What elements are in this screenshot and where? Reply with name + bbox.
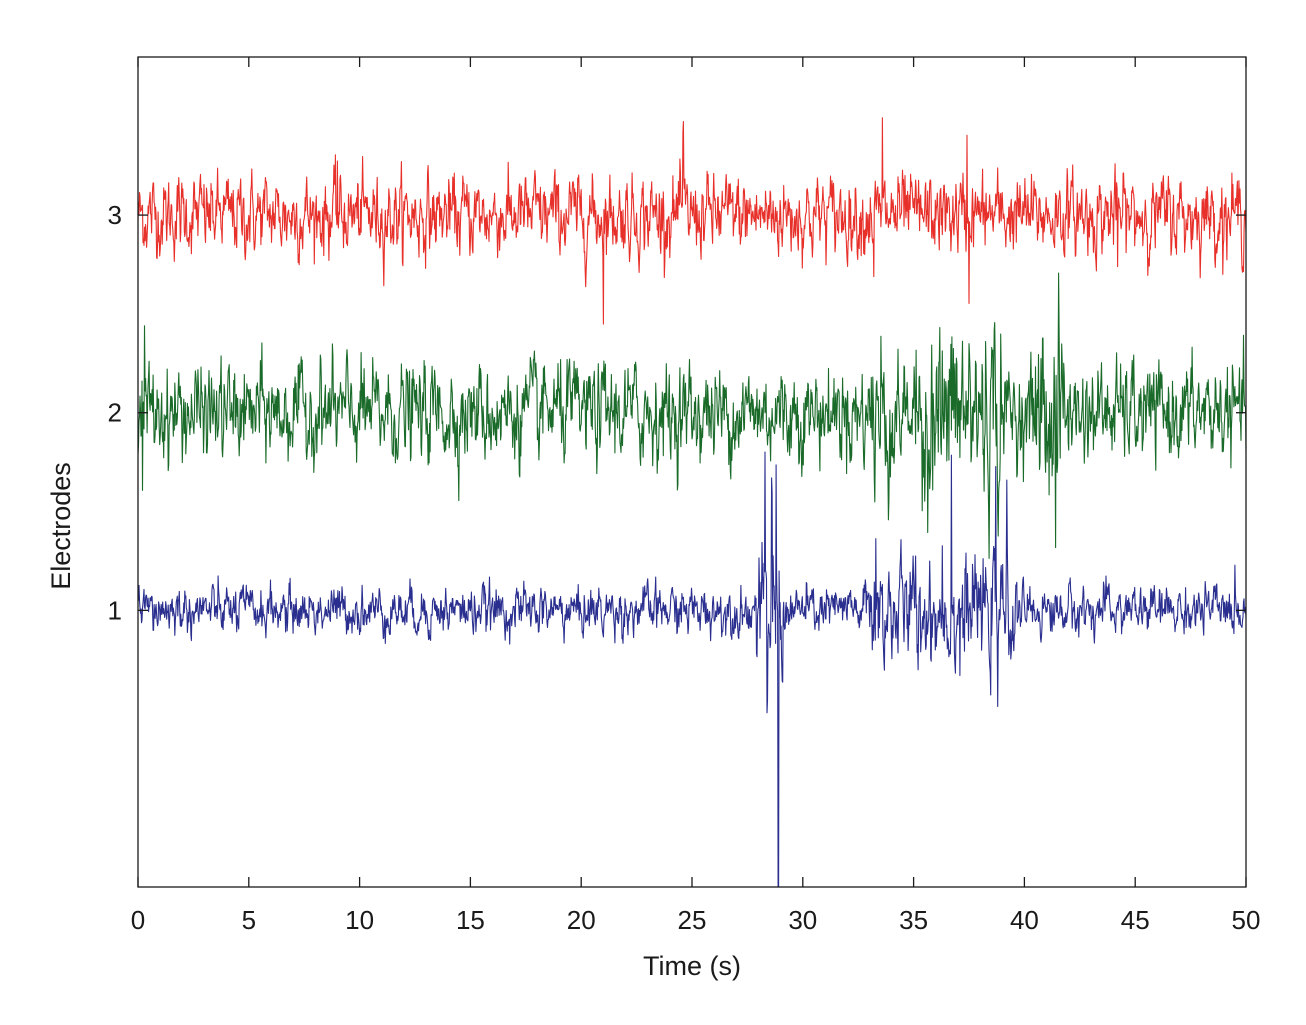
x-tick-label: 0 (131, 905, 145, 935)
x-tick-label: 20 (567, 905, 596, 935)
x-axis-ticks: 0 5 10 15 20 25 30 35 40 45 50 (131, 57, 1261, 935)
y-tick-label: 1 (108, 595, 122, 625)
signal-traces (138, 117, 1246, 887)
x-tick-label: 5 (242, 905, 256, 935)
x-tick-label: 30 (788, 905, 817, 935)
electrode-3-trace (138, 117, 1246, 325)
electrode-1-trace (138, 451, 1246, 887)
electrode-2-trace (138, 272, 1246, 559)
y-axis-title: Electrodes (46, 462, 76, 590)
x-axis-title: Time (s) (643, 951, 741, 981)
x-tick-label: 10 (345, 905, 374, 935)
plot-area: 0 5 10 15 20 25 30 35 40 45 50 1 2 3 (108, 56, 1261, 935)
x-tick-label: 50 (1232, 905, 1261, 935)
x-tick-label: 25 (678, 905, 707, 935)
x-tick-label: 35 (899, 905, 928, 935)
y-tick-label: 3 (108, 200, 122, 230)
x-tick-label: 15 (456, 905, 485, 935)
plot-frame (137, 56, 1247, 888)
x-tick-label: 40 (1010, 905, 1039, 935)
x-tick-label: 45 (1121, 905, 1150, 935)
y-tick-label: 2 (108, 398, 122, 428)
y-axis-ticks: 1 2 3 (108, 200, 1246, 625)
